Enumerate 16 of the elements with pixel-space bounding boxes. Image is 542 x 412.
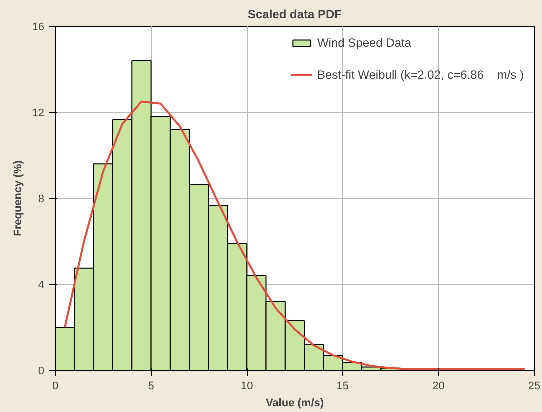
x-tick-label: 25 [528,380,541,392]
legend-label: Wind Speed Data [317,36,412,50]
chart-title: Scaled data PDF [248,8,342,22]
x-tick-label: 15 [336,380,350,392]
y-axis-title: Frequency (%) [12,160,24,236]
x-tick-label: 10 [240,380,254,392]
y-tick-label: 0 [38,366,45,378]
x-tick-label: 0 [52,380,59,392]
legend-label: Best-fit Weibull (k=2.02, c=6.86 m/s ) [317,68,524,82]
y-tick-label: 16 [32,22,45,34]
y-tick-label: 4 [38,280,45,292]
x-tick-label: 20 [432,380,445,392]
y-tick-label: 12 [32,108,45,120]
x-axis-title: Value (m/s) [266,398,324,410]
x-tick-label: 5 [148,380,154,392]
y-tick-label: 8 [38,194,45,206]
